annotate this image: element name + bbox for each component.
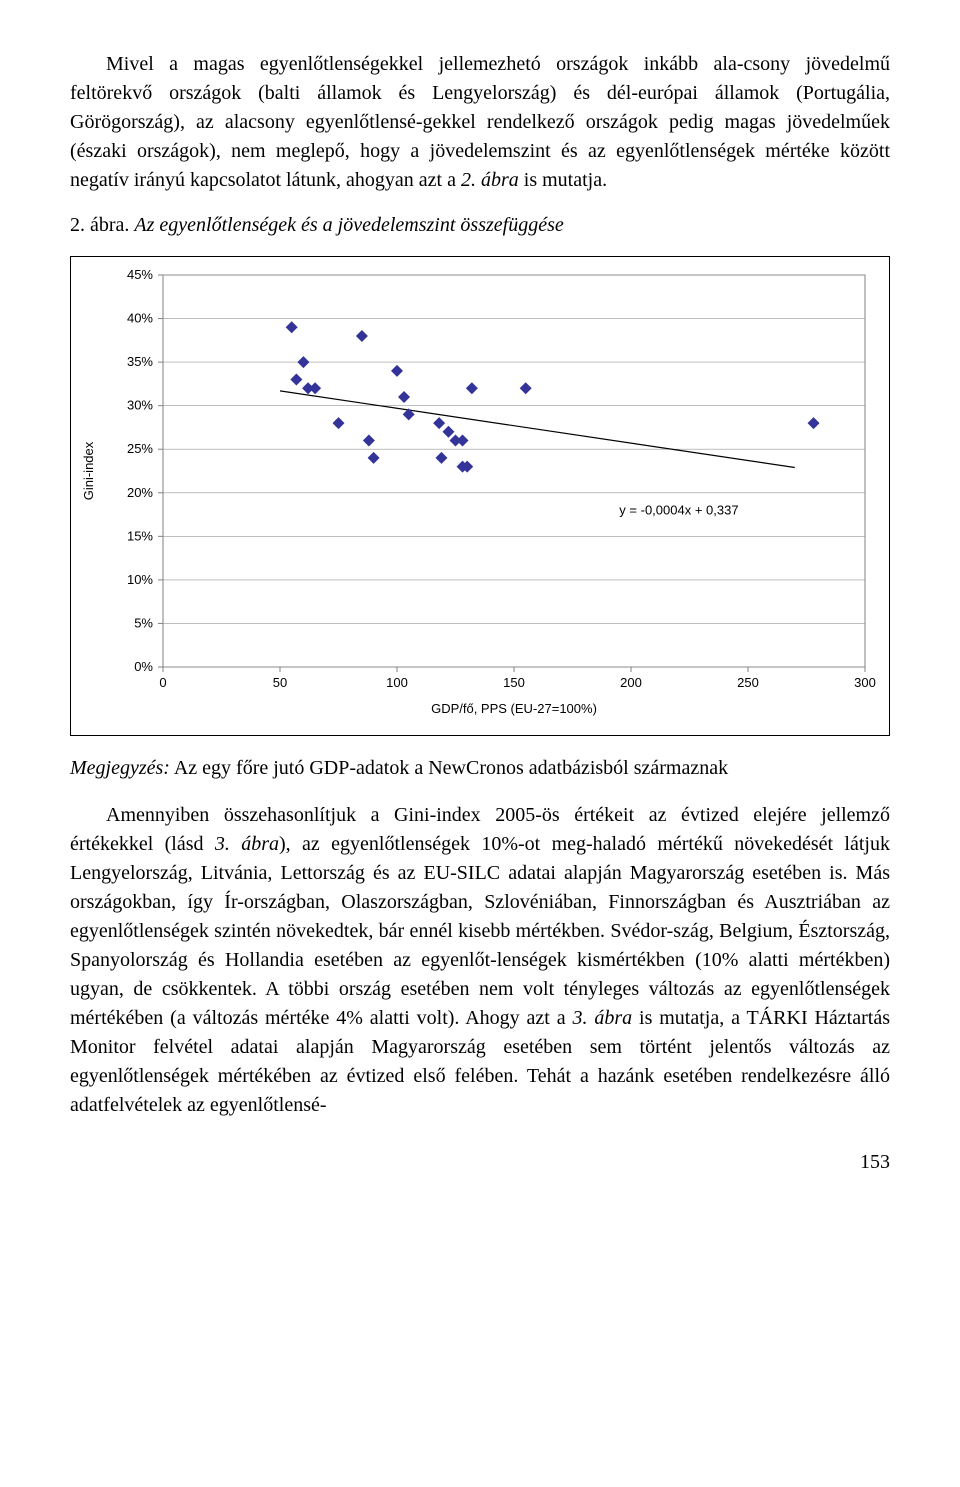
svg-text:100: 100 [386,675,408,690]
svg-text:300: 300 [854,675,876,690]
scatter-plot-svg: 0 50 100 150 200 250 300 0% 5% 10% 15% 20% 25% 30% 35%… [71,257,889,735]
svg-text:Gini-index: Gini-index [81,441,96,500]
svg-text:25%: 25% [127,441,153,456]
figure-2-chart: 0 50 100 150 200 250 300 0% 5% 10% 15% 20% 25% 30% 35%… [70,256,890,736]
svg-text:GDP/fő, PPS (EU-27=100%): GDP/fő, PPS (EU-27=100%) [431,701,597,716]
paragraph-2: Amennyiben összehasonlítjuk a Gini-index… [70,801,890,1120]
svg-text:0: 0 [159,675,166,690]
svg-text:200: 200 [620,675,642,690]
svg-text:5%: 5% [134,615,153,630]
paragraph-2-ref1: 3. ábra [215,833,279,855]
svg-text:30%: 30% [127,398,153,413]
caption-label: 2. ábra. [70,214,134,236]
svg-text:10%: 10% [127,572,153,587]
svg-text:40%: 40% [127,311,153,326]
svg-text:250: 250 [737,675,759,690]
paragraph-2-mid: ), az egyenlőtlenségek 10%-ot meg-haladó… [70,833,890,1029]
paragraph-2-ref2: 3. ábra [572,1007,632,1029]
svg-text:0%: 0% [134,659,153,674]
caption-title: Az egyenlőtlenségek és a jövedelemszint … [134,214,563,236]
note-prefix: Megjegyzés: [70,757,170,779]
svg-text:35%: 35% [127,354,153,369]
svg-text:15%: 15% [127,528,153,543]
page-number: 153 [70,1148,890,1177]
svg-text:150: 150 [503,675,525,690]
svg-text:50: 50 [273,675,287,690]
svg-text:y = -0,0004x + 0,337: y = -0,0004x + 0,337 [619,503,738,518]
svg-text:45%: 45% [127,267,153,282]
note-text: Az egy főre jutó GDP-adatok a NewCronos … [170,757,728,779]
paragraph-1-tail: is mutatja. [519,169,607,191]
svg-text:20%: 20% [127,485,153,500]
paragraph-1-italic-ref: 2. ábra [461,169,519,191]
figure-2-note: Megjegyzés: Az egy főre jutó GDP-adatok … [70,754,890,783]
figure-2-caption: 2. ábra. Az egyenlőtlenségek és a jövede… [70,211,890,240]
paragraph-1: Mivel a magas egyenlőtlenségekkel jellem… [70,50,890,195]
